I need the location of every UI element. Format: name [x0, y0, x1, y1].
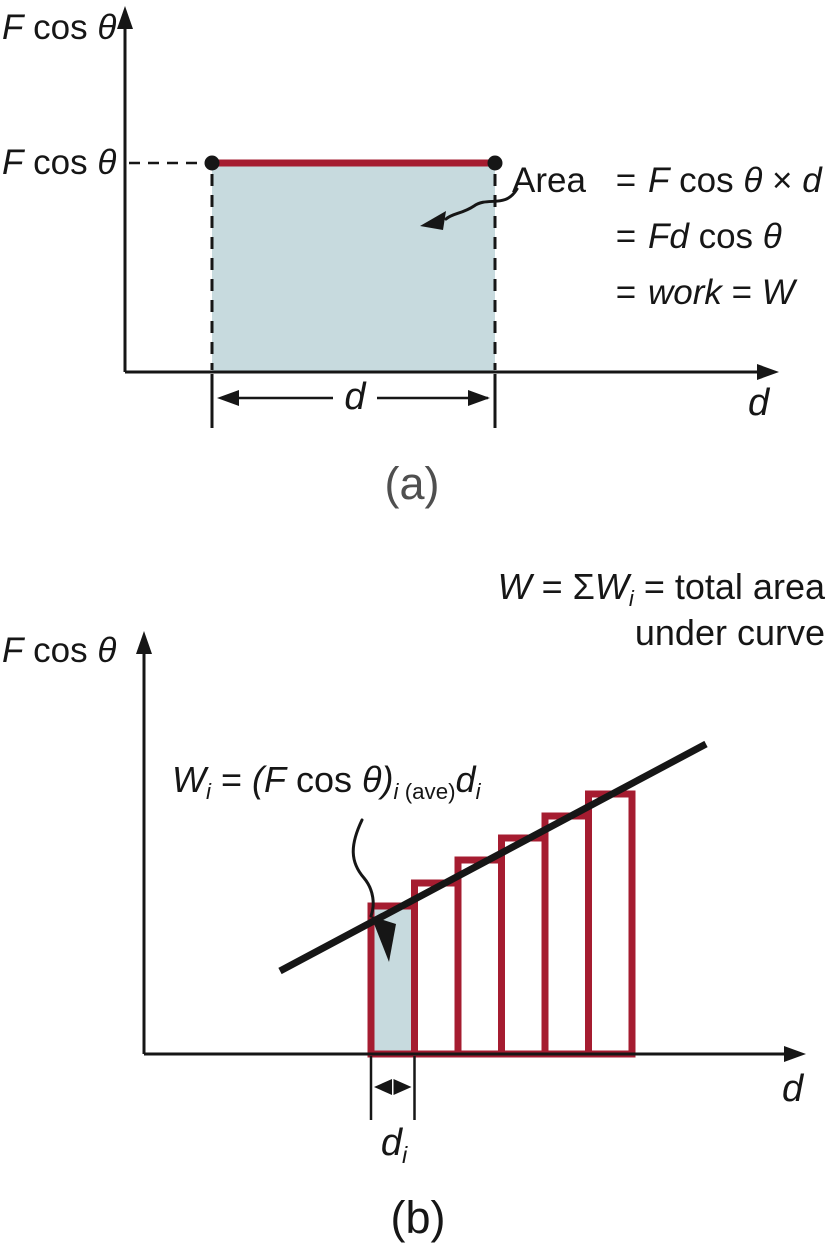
math-segment: W — [172, 759, 206, 800]
math-segment: Fd — [648, 217, 689, 257]
math-segment: i — [401, 1141, 408, 1168]
endpoint-dot-right — [487, 155, 503, 171]
math-segment: = — [721, 273, 762, 313]
width-label-d: d — [333, 376, 377, 419]
math-segment: W — [497, 566, 532, 607]
math-segment: cos — [23, 8, 98, 47]
dim-arrow-left-icon — [217, 390, 239, 406]
area-equation-rhs-2: Fd cos θ — [648, 217, 822, 256]
x-axis-title-b: d — [782, 1068, 803, 1111]
math-segment: F — [2, 631, 24, 670]
strip-pointer-arrowhead-icon — [371, 916, 396, 962]
area-equation-rhs-1: F cos θ × d — [648, 161, 822, 200]
force-curve-line — [278, 740, 708, 975]
y-axis-b-arrow-icon — [136, 631, 152, 654]
di-arrow-right-icon — [393, 1079, 412, 1095]
math-segment: = Σ — [531, 566, 595, 607]
total-work-line2: under curve — [634, 612, 825, 653]
panel-b-caption: (b) — [390, 1192, 446, 1243]
math-segment: θ — [97, 631, 117, 670]
math-segment: θ — [762, 217, 782, 257]
math-segment: θ — [362, 759, 382, 800]
total-work-line1: W = ΣWi = total area — [430, 566, 825, 612]
area-equation: Area = F cos θ × d = Fd cos θ = work = W — [512, 161, 822, 313]
area-pointer-arrowhead-icon — [420, 211, 446, 230]
math-segment: d — [748, 382, 770, 424]
area-pointer-squiggle — [444, 187, 519, 221]
area-equation-lhs: Area — [512, 161, 586, 200]
work-strip-bar — [411, 879, 462, 1058]
math-segment: (F — [251, 759, 286, 800]
math-segment: W — [594, 566, 629, 607]
math-segment: i — [475, 779, 481, 805]
math-segment: d — [782, 1068, 804, 1110]
math-segment: cos — [23, 631, 98, 670]
spacer — [512, 273, 604, 312]
math-segment: cos — [688, 217, 763, 257]
equals-sign: = — [615, 217, 637, 257]
area-equation-rhs-3: work = W — [648, 273, 822, 312]
x-axis-arrow-icon — [757, 364, 779, 380]
di-label: di — [366, 1122, 422, 1168]
work-strip-bar — [541, 812, 592, 1058]
math-segment: cos — [669, 161, 744, 200]
math-segment: i — [393, 779, 399, 805]
dim-arrow-right-icon — [468, 390, 490, 406]
math-segment: i — [628, 586, 634, 612]
math-segment: θ — [97, 143, 117, 182]
x-axis-b-arrow-icon — [784, 1046, 806, 1062]
total-work-label: W = ΣWi = total area under curve — [430, 566, 825, 653]
math-segment: θ — [97, 8, 117, 47]
endpoint-dot-left — [204, 155, 220, 171]
strip-pointer-squiggle — [351, 818, 375, 918]
math-segment: work — [648, 273, 722, 313]
di-arrow-left-icon — [374, 1079, 392, 1095]
work-strip-bar — [585, 790, 636, 1058]
math-segment: × — [762, 161, 803, 200]
spacer — [512, 217, 604, 256]
y-axis-arrow-icon — [117, 6, 133, 29]
x-axis-title-a: d — [748, 382, 769, 425]
work-strip-bar — [454, 856, 505, 1058]
math-segment: d — [344, 376, 366, 418]
math-segment: θ — [743, 161, 763, 200]
math-segment: ) — [381, 759, 394, 800]
math-segment: F — [2, 143, 24, 182]
equals-sign: = — [615, 161, 637, 200]
math-segment: d — [380, 1122, 402, 1164]
math-segment: d — [802, 161, 822, 200]
math-segment: i — [205, 779, 211, 805]
force-curve-group — [278, 740, 708, 975]
work-area-rect — [212, 163, 495, 371]
math-segment: cos — [23, 143, 98, 182]
y-axis-title-b: F cos θ — [2, 631, 116, 670]
math-segment: d — [455, 759, 476, 800]
math-segment: = — [210, 759, 252, 800]
math-segment: = total area — [633, 566, 825, 607]
work-strip-bar — [498, 834, 549, 1058]
math-segment: F — [648, 161, 670, 200]
math-segment: F — [2, 8, 24, 47]
y-value-label-a: F cos θ — [2, 143, 116, 182]
math-segment: cos — [285, 759, 362, 800]
y-axis-title-a: F cos θ — [2, 8, 116, 47]
math-segment: (ave) — [398, 779, 456, 805]
math-segment: W — [761, 273, 795, 313]
work-strips-group — [367, 790, 636, 1058]
equals-sign: = — [615, 273, 637, 313]
panel-a-caption: (a) — [384, 458, 440, 509]
wi-equation: Wi = (F cos θ)i (ave)di — [172, 759, 481, 804]
